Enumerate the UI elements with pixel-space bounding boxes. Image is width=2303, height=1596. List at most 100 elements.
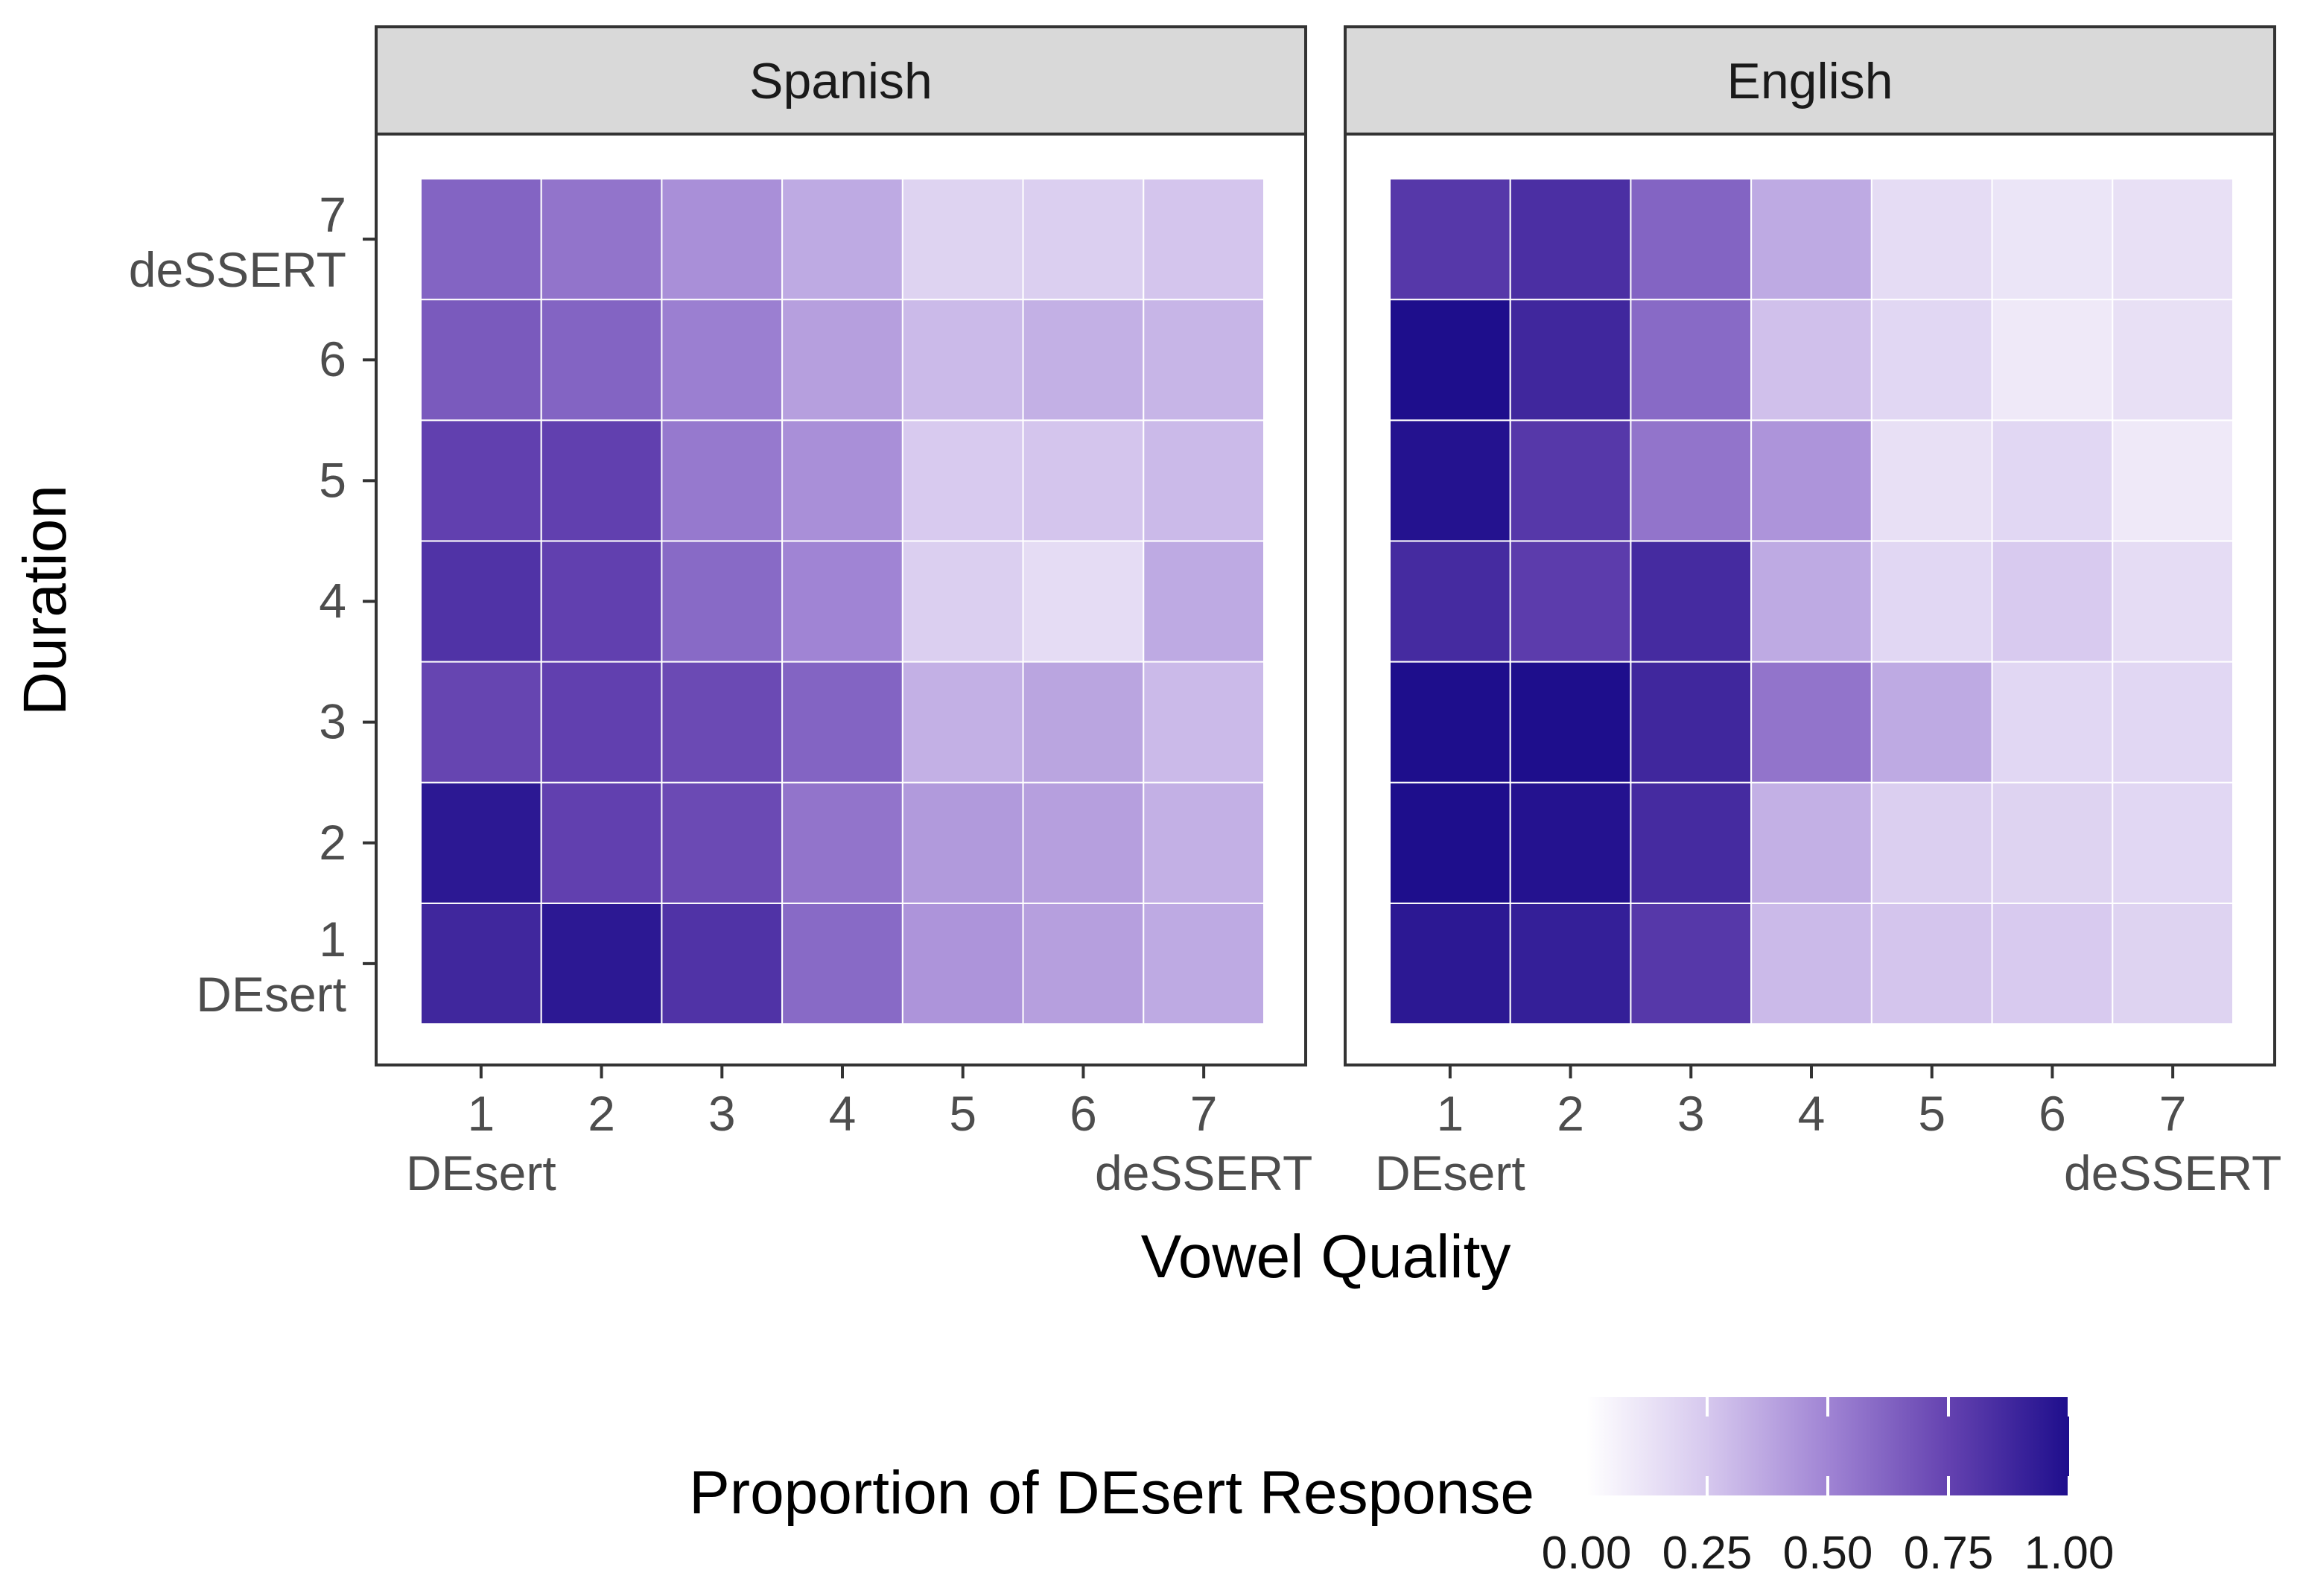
- heatmap-cell: [1389, 178, 1511, 301]
- heatmap-cell: [420, 299, 542, 422]
- y-tick-label: 3: [319, 694, 346, 749]
- heatmap-cell: [1022, 540, 1145, 663]
- facet-strip: [1344, 25, 2276, 136]
- heatmap-cell: [1870, 540, 1993, 663]
- heatmap-cell: [901, 419, 1024, 542]
- heatmap-cell: [781, 299, 903, 422]
- heatmap-cell: [420, 540, 542, 663]
- heatmap-cell: [1509, 299, 1632, 422]
- x-tick-label: 6: [1070, 1086, 1097, 1141]
- heatmap-cell: [540, 781, 663, 904]
- heatmap-cell: [1509, 781, 1632, 904]
- y-tick-label: 2: [319, 815, 346, 870]
- heatmap-cell: [1870, 781, 1993, 904]
- x-tick-label: 5: [1918, 1086, 1945, 1141]
- heatmap-cell: [661, 902, 784, 1026]
- heatmap-cell: [1991, 540, 2114, 663]
- heatmap-cell: [661, 661, 784, 783]
- heatmap-cell: [1630, 178, 1753, 301]
- legend-tick-label: 0.75: [1904, 1527, 1994, 1579]
- x-tick-label: 3: [1677, 1086, 1705, 1141]
- heatmap-cell: [1991, 178, 2114, 301]
- heatmap-cell: [1991, 661, 2114, 783]
- heatmap-cell: [781, 178, 903, 301]
- heatmap-cell: [661, 299, 784, 422]
- heatmap-cell: [1870, 178, 1993, 301]
- heatmap-cell: [781, 661, 903, 783]
- heatmap-cell: [1750, 299, 1872, 422]
- legend-tick-label: 0.50: [1783, 1527, 1873, 1579]
- heatmap-cell: [1870, 299, 1993, 422]
- heatmap-cell: [1991, 299, 2114, 422]
- heatmap-cell: [1022, 419, 1145, 542]
- heatmap-cell: [1143, 540, 1265, 663]
- facet-panel-english: English 1 2 3 4 5 6 7 DEsert deSSERT: [1344, 25, 2281, 1201]
- heatmap-cell: [1143, 178, 1265, 301]
- heatmap-cell: [1630, 419, 1753, 542]
- heatmap-cell: [540, 902, 663, 1026]
- x-endpoint-label-dessert: deSSERT: [2064, 1145, 2281, 1201]
- heatmap-cell: [1750, 178, 1872, 301]
- heatmap-cell: [1143, 419, 1265, 542]
- heatmap-cell: [420, 419, 542, 542]
- y-tick-label: 5: [319, 452, 346, 507]
- heatmap-cell: [1143, 299, 1265, 422]
- heatmap-cell: [781, 781, 903, 904]
- heatmap-cell: [540, 661, 663, 783]
- x-tick-label: 4: [829, 1086, 857, 1141]
- heatmap-cell: [1750, 902, 1872, 1026]
- heatmap-cell: [2112, 419, 2234, 542]
- heatmap-cell: [540, 299, 663, 422]
- x-tick-label: 5: [949, 1086, 976, 1141]
- heatmap-cell: [1991, 419, 2114, 542]
- heatmap-cell: [1389, 661, 1511, 783]
- x-tick-label: 6: [2039, 1086, 2066, 1141]
- heatmap-cell: [901, 178, 1024, 301]
- heatmap-cell: [540, 540, 663, 663]
- x-tick-label: 1: [1436, 1086, 1464, 1141]
- legend-tick-label: 1.00: [2024, 1527, 2115, 1579]
- heatmap-cell: [2112, 178, 2234, 301]
- heatmap-cell: [1389, 419, 1511, 542]
- heatmap-cell: [901, 781, 1024, 904]
- heatmap-cell: [1389, 781, 1511, 904]
- x-endpoint-label-desert: DEsert: [406, 1145, 556, 1201]
- heatmap-cell: [1022, 299, 1145, 422]
- heatmap-cell: [661, 419, 784, 542]
- heatmap-cell: [2112, 781, 2234, 904]
- y-endpoint-label-dessert: deSSERT: [129, 242, 346, 297]
- y-tick-label: 1: [319, 912, 346, 967]
- heatmap-cell: [781, 540, 903, 663]
- heatmap-cell: [1143, 661, 1265, 783]
- heatmap-cell: [1389, 540, 1511, 663]
- heatmap-cell: [420, 661, 542, 783]
- y-tick-label: 6: [319, 331, 346, 387]
- heatmap-cell: [781, 902, 903, 1026]
- heatmap-cell: [1870, 419, 1993, 542]
- heatmap-cell: [1630, 299, 1753, 422]
- heatmap-cell: [1630, 902, 1753, 1026]
- heatmap-cell: [1389, 902, 1511, 1026]
- heatmap-cell: [1509, 661, 1632, 783]
- heatmap-cell: [420, 781, 542, 904]
- x-tick-label: 2: [588, 1086, 615, 1141]
- heatmap-cell: [1750, 540, 1872, 663]
- legend-title: Proportion of DEsert Response: [689, 1459, 1534, 1527]
- heatmap-cell: [1509, 902, 1632, 1026]
- heatmap-cell: [1022, 661, 1145, 783]
- x-tick-label: 4: [1798, 1086, 1826, 1141]
- heatmap-cell: [661, 178, 784, 301]
- y-axis-title: Duration: [11, 485, 79, 716]
- heatmap-cell: [1509, 540, 1632, 663]
- heatmap-cell: [1143, 902, 1265, 1026]
- heatmap-cell: [1022, 781, 1145, 904]
- heatmap-cell: [1389, 299, 1511, 422]
- heatmap-cell: [1991, 902, 2114, 1026]
- x-endpoint-label-desert: DEsert: [1375, 1145, 1525, 1201]
- heatmap-cell: [1870, 661, 1993, 783]
- heatmap-cell: [2112, 299, 2234, 422]
- x-tick-label: 2: [1557, 1086, 1584, 1141]
- x-tick-label: 3: [708, 1086, 736, 1141]
- heatmap-cell: [901, 299, 1024, 422]
